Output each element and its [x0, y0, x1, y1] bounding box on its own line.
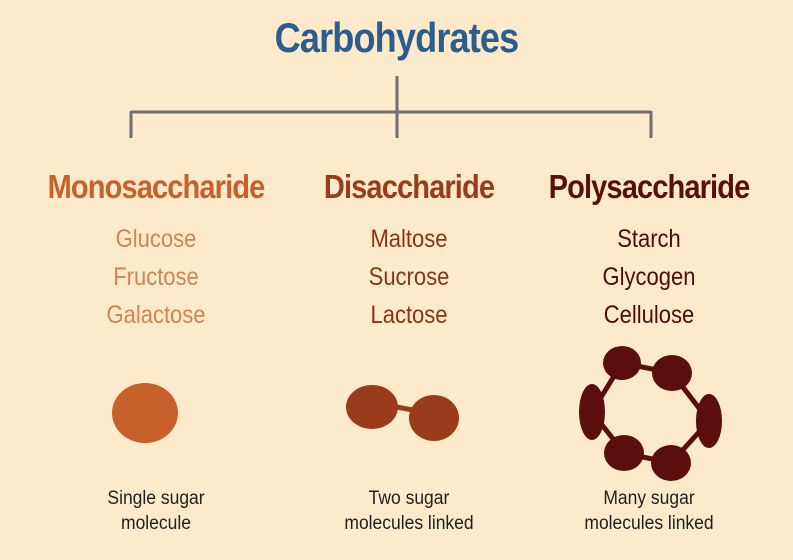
monosaccharide-molecule — [112, 383, 178, 443]
example-glycogen: Glycogen — [602, 263, 696, 291]
polysaccharide-molecule — [579, 346, 722, 481]
heading-monosaccharide: Monosaccharide — [47, 168, 266, 205]
example-starch: Starch — [617, 225, 681, 253]
example-fructose: Fructose — [113, 263, 199, 291]
example-lactose: Lactose — [370, 301, 448, 329]
disaccharide-molecule — [346, 385, 459, 441]
caption-disaccharide: Two sugar molecules linked — [289, 486, 528, 536]
caption-line: Many sugar — [603, 488, 695, 509]
example-galactose: Galactose — [106, 301, 206, 329]
caption-polysaccharide: Many sugar molecules linked — [529, 486, 768, 536]
column-monosaccharide: Monosaccharide Glucose Fructose Galactos… — [26, 168, 286, 534]
example-maltose: Maltose — [370, 225, 448, 253]
diagram-title: Carbohydrates — [274, 14, 520, 61]
caption-monosaccharide: Single sugar molecule — [36, 486, 275, 536]
heading-polysaccharide: Polysaccharide — [548, 168, 751, 205]
example-cellulose: Cellulose — [603, 301, 695, 329]
caption-line: molecules linked — [344, 513, 474, 534]
example-glucose: Glucose — [115, 225, 197, 253]
heading-disaccharide: Disaccharide — [323, 168, 495, 205]
column-polysaccharide: Polysaccharide Starch Glycogen Cellulose… — [519, 168, 779, 534]
caption-line: molecule — [121, 513, 191, 534]
caption-line: molecules linked — [584, 513, 714, 534]
examples-disaccharide: Maltose Sucrose Lactose — [295, 220, 524, 334]
examples-monosaccharide: Glucose Fructose Galactose — [42, 220, 271, 334]
examples-polysaccharide: Starch Glycogen Cellulose — [535, 220, 764, 334]
caption-line: Two sugar — [368, 488, 450, 509]
column-disaccharide: Disaccharide Maltose Sucrose Lactose Two… — [279, 168, 539, 534]
example-sucrose: Sucrose — [368, 263, 450, 291]
caption-line: Single sugar — [107, 488, 205, 509]
